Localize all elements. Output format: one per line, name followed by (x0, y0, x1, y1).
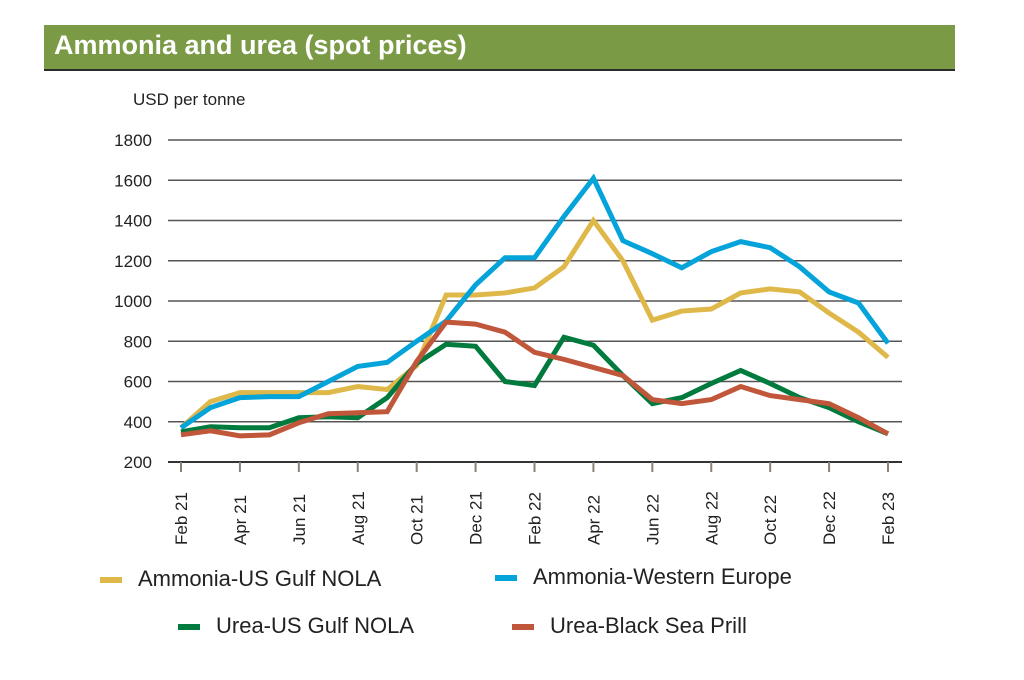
legend-label: Ammonia-Western Europe (533, 564, 792, 589)
x-tick-label: Jun 21 (290, 494, 309, 545)
legend-item-ammonia-we: Ammonia-Western Europe (495, 564, 792, 590)
legend-swatch (495, 575, 517, 582)
x-tick-label: Aug 22 (702, 491, 721, 545)
x-tick-label: Feb 23 (879, 492, 898, 545)
y-tick-label: 600 (124, 373, 152, 392)
legend-swatch (100, 577, 122, 584)
legend-item-urea-bs: Urea-Black Sea Prill (512, 613, 747, 639)
legend-label: Urea-US Gulf NOLA (216, 613, 415, 638)
x-tick-label: Jun 22 (643, 494, 662, 545)
chart-title: Ammonia and urea (spot prices) (54, 30, 467, 60)
legend-swatch (178, 624, 200, 631)
legend-label: Ammonia-US Gulf NOLA (138, 566, 382, 591)
x-tick-label: Dec 21 (467, 491, 486, 545)
x-tick-label: Aug 21 (349, 491, 368, 545)
series-line-urea-black-sea-prill (180, 319, 890, 439)
legend-label: Urea-Black Sea Prill (550, 613, 747, 638)
legend-swatch (512, 624, 534, 631)
y-tick-label: 400 (124, 413, 152, 432)
series-line-ammonia-us-gulf-nola (179, 216, 890, 430)
series-line-urea-us-gulf-nola (180, 334, 889, 437)
y-tick-label: 1800 (114, 131, 152, 150)
x-tick-label: Apr 21 (231, 495, 250, 545)
series-line-ammonia-western-europe (179, 173, 891, 430)
title-banner: Ammonia and urea (spot prices) (44, 25, 955, 71)
x-tick-label: Oct 22 (761, 495, 780, 545)
y-tick-label: 200 (124, 453, 152, 472)
x-tick-label: Oct 21 (408, 495, 427, 545)
y-tick-label: 800 (124, 332, 152, 351)
x-tick-label: Feb 22 (526, 492, 545, 545)
y-tick-label: 1400 (114, 212, 152, 231)
x-tick-label: Feb 21 (172, 492, 191, 545)
y-tick-label: 1200 (114, 252, 152, 271)
legend-item-urea-us: Urea-US Gulf NOLA (178, 613, 414, 639)
y-axis-label: USD per tonne (133, 90, 246, 109)
x-tick-label: Apr 22 (584, 495, 603, 545)
y-tick-label: 1600 (114, 171, 152, 190)
x-tick-label: Dec 22 (820, 491, 839, 545)
legend-item-ammonia-us: Ammonia-US Gulf NOLA (100, 566, 381, 592)
y-tick-label: 1000 (114, 292, 152, 311)
